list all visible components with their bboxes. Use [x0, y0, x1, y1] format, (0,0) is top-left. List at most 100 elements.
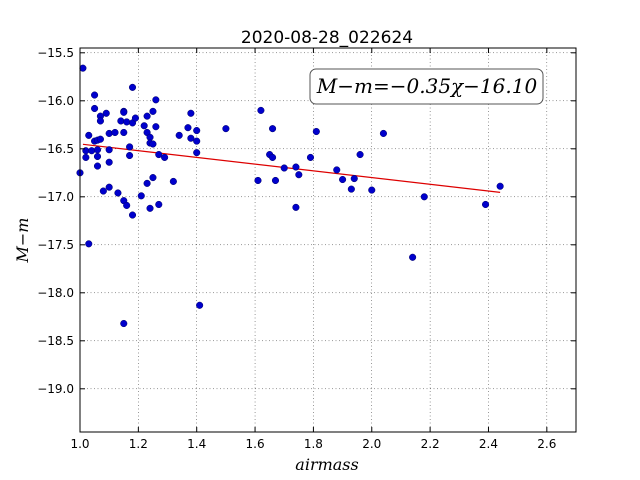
data-point [105, 183, 113, 191]
data-point [126, 143, 134, 151]
data-point [128, 211, 137, 219]
data-point [137, 192, 145, 200]
data-point [155, 200, 163, 209]
y-tick-label: −18.0 [37, 286, 74, 300]
plot-area: 1.0 1.2 1.4 1.6 1.8 2.0 2.2 2.4 2.6 −15.5 −16.0 −16… [37, 46, 577, 451]
data-point [155, 151, 163, 159]
fit-equation-annotation: M−m=−0.35χ−16.10 [316, 74, 538, 98]
x-tick-label: 2.6 [537, 437, 556, 451]
axes-frame [79, 47, 577, 433]
data-point [143, 112, 151, 120]
data-point [82, 153, 90, 161]
x-tick-label: 1.2 [129, 437, 148, 451]
data-point [184, 124, 192, 132]
data-point [193, 137, 201, 145]
data-point [193, 127, 201, 135]
data-point [295, 171, 303, 179]
data-point [306, 153, 315, 161]
data-point [149, 107, 157, 115]
data-point [271, 176, 280, 185]
data-point [350, 175, 358, 183]
data-point [187, 134, 195, 142]
fit-line [82, 143, 501, 193]
data-point [102, 109, 110, 117]
data-point [123, 118, 131, 126]
data-point [88, 147, 96, 155]
data-point [193, 149, 201, 157]
data-point [196, 301, 204, 309]
data-point [105, 158, 113, 166]
y-axis-label: M−m [13, 218, 32, 264]
data-point [222, 125, 230, 133]
data-point [187, 109, 195, 117]
data-point [269, 125, 277, 133]
data-point [339, 175, 347, 184]
data-point [99, 187, 107, 195]
data-point [146, 204, 154, 212]
data-point [149, 140, 157, 148]
data-point [482, 200, 490, 209]
data-point [257, 106, 265, 114]
data-point [496, 182, 504, 190]
data-point [123, 201, 131, 209]
x-tick-label: 1.8 [304, 437, 323, 451]
data-point [347, 185, 355, 193]
data-point [79, 64, 87, 72]
data-point [120, 319, 128, 328]
data-point [91, 104, 99, 113]
y-tick-label: −16.5 [37, 142, 74, 156]
data-point [96, 135, 104, 143]
y-tick-label: −16.0 [37, 94, 74, 108]
data-point [333, 166, 341, 174]
y-tick-label: −17.5 [37, 238, 74, 252]
data-point [280, 164, 288, 172]
data-point [169, 177, 177, 185]
data-point [312, 127, 320, 136]
data-point [91, 91, 99, 99]
data-point [120, 128, 128, 137]
data-point [175, 131, 183, 139]
data-point [128, 83, 137, 91]
x-tick-label: 2.2 [421, 437, 440, 451]
data-point [420, 193, 428, 201]
data-point [356, 151, 364, 159]
x-tick-label: 1.6 [246, 437, 265, 451]
data-point [114, 189, 122, 197]
x-axis-label: airmass [295, 455, 358, 474]
data-point [140, 122, 148, 130]
y-tick-label: −18.5 [37, 334, 74, 348]
data-point [105, 129, 113, 137]
data-point [111, 128, 119, 137]
data-point [131, 114, 139, 122]
data-point [126, 151, 134, 160]
y-tick-label: −19.0 [37, 382, 74, 396]
data-point [152, 96, 160, 104]
x-tick-label: 2.0 [362, 437, 381, 451]
data-point [96, 117, 104, 125]
chart-title: 2020-08-28_022624 [241, 28, 413, 48]
data-point [161, 153, 169, 161]
data-point [93, 152, 102, 161]
data-point [93, 146, 102, 154]
data-point [368, 186, 376, 194]
data-point [379, 129, 387, 137]
data-point [93, 162, 102, 170]
x-tick-label: 1.4 [187, 437, 206, 451]
x-tick-label: 1.0 [70, 437, 89, 451]
data-point [409, 253, 417, 261]
y-tick-label: −17.0 [37, 190, 74, 204]
data-point [254, 176, 262, 185]
y-tick-label: −15.5 [37, 46, 74, 60]
data-point [149, 174, 157, 182]
data-point [85, 131, 93, 139]
data-point [152, 123, 160, 131]
annotation-box [309, 68, 544, 105]
data-point [292, 163, 300, 171]
data-point [292, 203, 300, 211]
x-tick-label: 2.4 [479, 437, 498, 451]
data-point [120, 108, 128, 116]
data-point [85, 240, 93, 248]
data-point [105, 146, 113, 154]
data-point [143, 179, 151, 187]
